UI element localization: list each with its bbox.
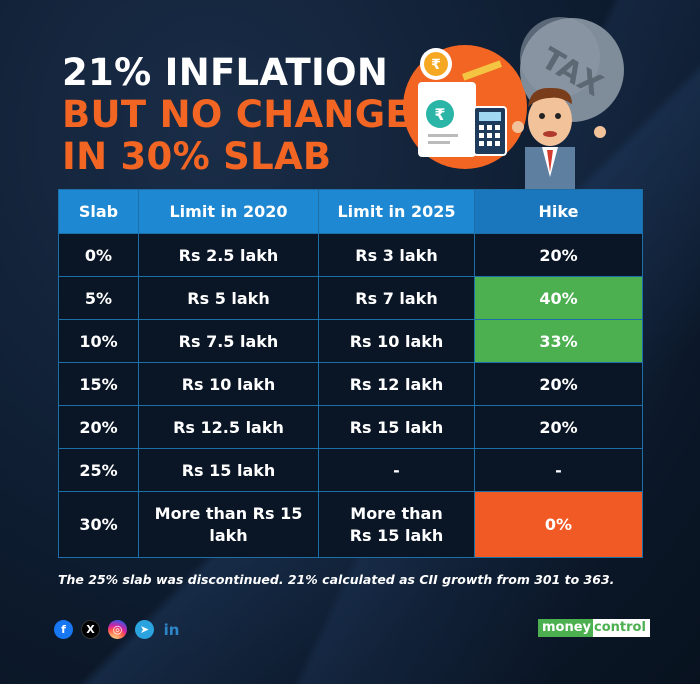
linkedin-icon[interactable]: in	[163, 620, 180, 639]
pencil-icon	[461, 60, 502, 81]
svg-text:₹: ₹	[434, 105, 445, 124]
headline-line-1: 21% INFLATION	[62, 51, 389, 94]
tax-illustration: ₹ ₹ TAX	[403, 17, 624, 192]
cell-limit-2020: Rs 12.5 lakh	[138, 405, 319, 449]
cell-limit-2020-line1: More than Rs 15	[154, 503, 303, 523]
table-row: 30% More than Rs 15 lakh More than Rs 15…	[58, 491, 643, 558]
facebook-icon[interactable]: f	[54, 620, 73, 639]
logo-part-money: money	[538, 619, 594, 637]
cell-limit-2020: Rs 10 lakh	[138, 362, 319, 406]
worried-man-icon	[512, 87, 606, 192]
tax-slab-table: Slab Limit in 2020 Limit in 2025 Hike 0%…	[58, 189, 643, 558]
header-slab: Slab	[58, 189, 139, 234]
table-header-row: Slab Limit in 2020 Limit in 2025 Hike	[58, 189, 643, 234]
rupee-coin-icon: ₹	[420, 48, 452, 80]
instagram-icon[interactable]: ◎	[108, 620, 127, 639]
logo-part-control: control	[593, 619, 650, 637]
header-limit-2025: Limit in 2025	[318, 189, 475, 234]
cell-limit-2025: Rs 12 lakh	[318, 362, 475, 406]
header-limit-2020: Limit in 2020	[138, 189, 319, 234]
table-row: 15% Rs 10 lakh Rs 12 lakh 20%	[58, 362, 643, 406]
cell-hike: 20%	[474, 405, 643, 449]
telegram-icon[interactable]: ➤	[135, 620, 154, 639]
cell-limit-2020: Rs 2.5 lakh	[138, 233, 319, 277]
cell-slab: 20%	[58, 405, 139, 449]
footnote: The 25% slab was discontinued. 21% calcu…	[58, 572, 615, 587]
header-hike: Hike	[474, 189, 643, 234]
cell-limit-2025: More than Rs 15 lakh	[318, 491, 475, 558]
cell-limit-2020: Rs 5 lakh	[138, 276, 319, 320]
x-icon[interactable]: X	[81, 620, 100, 639]
headline-line-2: BUT NO CHANGE	[62, 93, 411, 136]
cell-hike-highlight: 40%	[474, 276, 643, 320]
table-row: 0% Rs 2.5 lakh Rs 3 lakh 20%	[58, 233, 643, 277]
bill-icon: ₹	[418, 82, 476, 157]
table-row: 25% Rs 15 lakh - -	[58, 448, 643, 492]
cell-slab: 0%	[58, 233, 139, 277]
cell-hike: 20%	[474, 362, 643, 406]
cell-slab: 15%	[58, 362, 139, 406]
cell-limit-2025-line1: More than	[350, 503, 443, 523]
table-row: 10% Rs 7.5 lakh Rs 10 lakh 33%	[58, 319, 643, 363]
moneycontrol-logo: money control	[538, 619, 650, 637]
table-row: 5% Rs 5 lakh Rs 7 lakh 40%	[58, 276, 643, 320]
cell-limit-2025: Rs 3 lakh	[318, 233, 475, 277]
cell-limit-2025: -	[318, 448, 475, 492]
table-row: 20% Rs 12.5 lakh Rs 15 lakh 20%	[58, 405, 643, 449]
cell-limit-2025: Rs 7 lakh	[318, 276, 475, 320]
calculator-icon	[473, 106, 507, 156]
cell-hike-highlight: 0%	[474, 491, 643, 558]
cell-limit-2025-line2: Rs 15 lakh	[349, 525, 444, 545]
cell-slab: 25%	[58, 448, 139, 492]
cell-hike: 20%	[474, 233, 643, 277]
cell-limit-2020: Rs 15 lakh	[138, 448, 319, 492]
social-links: f X ◎ ➤ in	[54, 620, 181, 639]
cell-hike-highlight: 33%	[474, 319, 643, 363]
cell-limit-2020: Rs 7.5 lakh	[138, 319, 319, 363]
cell-limit-2025: Rs 10 lakh	[318, 319, 475, 363]
svg-text:₹: ₹	[431, 57, 441, 73]
cell-hike: -	[474, 448, 643, 492]
cell-slab: 5%	[58, 276, 139, 320]
cell-limit-2020-line2: lakh	[209, 525, 248, 545]
headline: 21% INFLATION BUT NO CHANGE IN 30% SLAB	[62, 52, 411, 178]
cell-limit-2020: More than Rs 15 lakh	[138, 491, 319, 558]
headline-line-3: IN 30% SLAB	[62, 135, 332, 178]
cell-slab: 30%	[58, 491, 139, 558]
cell-slab: 10%	[58, 319, 139, 363]
cell-limit-2025: Rs 15 lakh	[318, 405, 475, 449]
